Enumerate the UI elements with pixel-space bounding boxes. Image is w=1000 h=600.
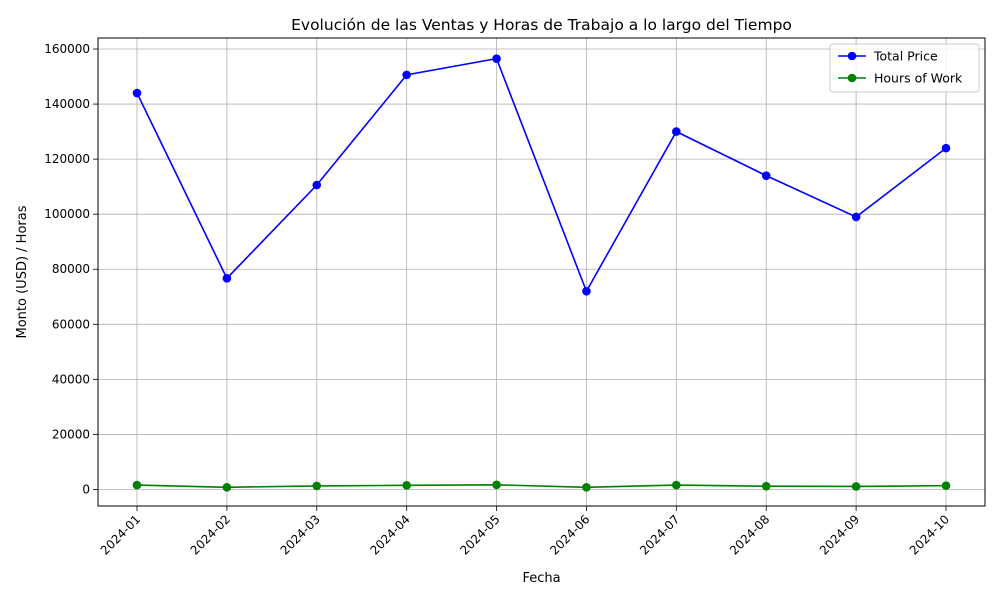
legend-marker [847, 51, 857, 61]
legend-marker [847, 73, 857, 83]
y-tick-label: 40000 [52, 372, 90, 386]
y-tick-label: 0 [82, 482, 90, 496]
data-point [851, 212, 861, 222]
x-tick-label: 2024-06 [547, 512, 592, 557]
grid-layer [98, 38, 985, 506]
series-layer [132, 54, 951, 492]
data-point [492, 54, 501, 63]
data-point [941, 481, 951, 490]
data-point [582, 286, 591, 296]
data-point [492, 480, 501, 490]
data-point [941, 143, 951, 153]
chart-title: Evolución de las Ventas y Horas de Traba… [291, 16, 792, 34]
data-point [132, 88, 142, 98]
x-tick-label: 2024-08 [727, 512, 772, 557]
data-point [761, 481, 771, 491]
legend-label: Total Price [873, 49, 938, 64]
data-point [132, 480, 142, 490]
y-tick-label: 140000 [44, 97, 90, 111]
x-tick-label: 2024-03 [278, 512, 323, 557]
data-point [672, 127, 681, 136]
series-line [136, 484, 947, 489]
data-point [582, 482, 591, 492]
legend: Total Price Hours of Work [829, 43, 980, 93]
y-tick-label: 80000 [52, 262, 90, 276]
x-tick-label: 2024-10 [907, 512, 952, 557]
x-axis-title: Fecha [522, 571, 560, 586]
legend-box [829, 43, 980, 93]
x-tick-label: 2024-01 [98, 512, 143, 557]
legend-item: Total Price [838, 49, 938, 64]
y-tick-label: 20000 [52, 427, 90, 441]
axis-layer: 2024-01 2024-02 2024-03 2024-04 2024-05 2024-… [44, 42, 952, 558]
data-point [761, 171, 771, 180]
x-tick-label: 2024-02 [188, 512, 233, 557]
data-point [402, 481, 411, 490]
series-line [136, 57, 947, 294]
data-point [312, 481, 322, 491]
y-axis-title: Monto (USD) / Horas [15, 205, 30, 338]
data-point [222, 482, 232, 492]
y-tick-label: 60000 [52, 317, 90, 331]
data-point [402, 70, 411, 80]
x-tick-label: 2024-04 [367, 512, 412, 557]
x-tick-label: 2024-09 [817, 512, 862, 557]
x-tick-label: 2024-05 [457, 512, 502, 557]
data-point [222, 274, 232, 283]
series-0 [132, 54, 951, 296]
data-point [851, 482, 861, 491]
plot-frame [97, 37, 986, 507]
legend-label: Hours of Work [874, 71, 963, 86]
y-tick-label: 160000 [44, 42, 90, 56]
legend-item: Hours of Work [838, 71, 963, 86]
y-tick-label: 100000 [44, 207, 90, 221]
x-tick-label: 2024-07 [637, 512, 682, 557]
data-point [672, 480, 681, 490]
y-tick-label: 120000 [44, 152, 90, 166]
series-1 [132, 480, 951, 492]
data-point [312, 180, 322, 190]
